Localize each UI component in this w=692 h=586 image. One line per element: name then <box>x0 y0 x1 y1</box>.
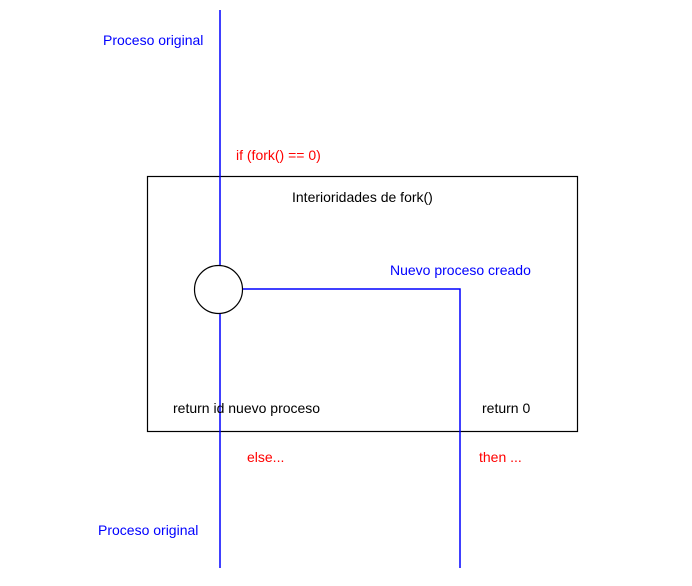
original-process-top-label: Proceso original <box>103 32 204 48</box>
then-branch-label: then ... <box>479 449 522 465</box>
new-process-label: Nuevo proceso creado <box>390 262 531 278</box>
return-new-process-id-label: return id nuevo proceso <box>173 400 321 416</box>
original-process-bottom-label: Proceso original <box>98 522 199 538</box>
return-zero-label: return 0 <box>482 400 531 416</box>
fork-internals-box <box>146 175 579 433</box>
fork-point-circle <box>193 264 244 315</box>
fork-internals-title: Interioridades de fork() <box>292 189 433 205</box>
new-process-line <box>243 288 461 568</box>
fork-condition-label: if (fork() == 0) <box>236 147 321 163</box>
else-branch-label: else... <box>247 449 285 465</box>
